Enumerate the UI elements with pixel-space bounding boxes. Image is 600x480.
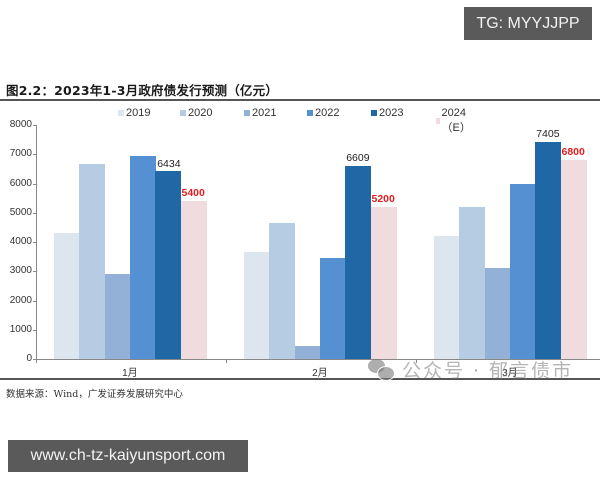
bar-1月-2021: [104, 274, 131, 359]
legend-label: 2020: [188, 107, 213, 119]
legend-swatch-icon: [307, 110, 313, 116]
legend-swatch-icon: [436, 118, 440, 124]
bar-1月-2024E: [180, 201, 207, 359]
y-tick-mark: [33, 125, 37, 126]
y-tick-label: 1000: [9, 323, 32, 335]
y-tick-label: 6000: [9, 177, 32, 189]
legend-item-2023: 2023: [371, 107, 403, 119]
legend-label: 2022: [315, 107, 340, 119]
legend-item-2020: 2020: [180, 107, 212, 119]
y-tick-label: 3000: [9, 265, 32, 277]
bar-2月-2022: [319, 258, 346, 359]
x-tick-mark: [226, 359, 227, 363]
y-tick-mark: [33, 300, 37, 302]
watermark-text: 公众号 · 郁言债市: [402, 360, 574, 382]
y-tick-mark: [33, 212, 37, 214]
bar-3月-2023: [535, 142, 562, 359]
y-tick-label: 8000: [9, 119, 32, 130]
wechat-icon: [368, 358, 395, 381]
data-label: 7405: [536, 128, 560, 141]
y-tick-mark: [33, 271, 37, 273]
bar-1月-2020: [79, 164, 106, 359]
wechat-watermark: 公众号 · 郁言债市: [368, 356, 573, 383]
legend-label: 2024（E）: [441, 107, 471, 134]
y-tick-mark: [33, 154, 37, 156]
legend-item-2024E: 2024（E）: [436, 107, 473, 135]
figure-title: 图2.2：2023年1-3月政府债发行预测（亿元）: [6, 83, 279, 98]
title-divider: [0, 99, 600, 101]
legend-swatch-icon: [371, 110, 377, 116]
y-tick-label: 0: [26, 353, 32, 364]
bar-1月-2022: [129, 155, 156, 359]
bar-2月-2023: [345, 165, 372, 359]
data-source-note: 数据来源：Wind，广发证券发展研究中心: [6, 389, 183, 400]
data-label: 5200: [371, 192, 395, 205]
x-category-label: 1月: [122, 368, 138, 379]
bar-3月-2021: [484, 268, 511, 359]
y-tick-mark: [33, 183, 37, 185]
bar-2月-2019: [244, 252, 270, 359]
bar-1月-2019: [54, 233, 80, 359]
bar-3月-2022: [509, 183, 536, 359]
bar-3月-2020: [459, 206, 486, 359]
legend-item-2019: 2019: [118, 107, 150, 119]
x-tick-mark: [416, 359, 417, 363]
y-tick-label: 7000: [9, 148, 32, 160]
y-tick-label: 2000: [9, 294, 32, 306]
bar-chart: 0 1000 2000 3000 4000 5000 6000 7000 8000 6434 540…: [9, 119, 600, 379]
bottom-divider: [0, 378, 600, 380]
x-axis: [36, 359, 600, 360]
y-tick-label: 5000: [9, 206, 32, 218]
x-category-label: 3月: [502, 368, 518, 379]
y-tick-mark: [33, 329, 37, 331]
bar-3月-2019: [434, 236, 460, 359]
bar-1月-2023: [155, 170, 182, 359]
bar-2月-2021: [294, 345, 321, 359]
x-tick-mark: [36, 359, 37, 363]
legend-swatch-icon: [244, 110, 250, 116]
url-watermark-badge: www.ch-tz-kaiyunsport.com: [8, 440, 248, 472]
legend-item-2022: 2022: [307, 107, 339, 119]
legend-item-2021: 2021: [244, 107, 276, 119]
bar-3月-2024E: [560, 160, 587, 359]
data-label: 5400: [181, 187, 205, 200]
bar-2月-2020: [269, 222, 296, 359]
data-label: 6800: [561, 146, 585, 159]
legend-label: 2019: [126, 107, 151, 119]
y-tick-label: 4000: [9, 236, 32, 247]
legend-swatch-icon: [118, 110, 124, 116]
y-tick-mark: [33, 242, 37, 243]
legend-label: 2021: [252, 107, 277, 119]
legend-label: 2023: [379, 107, 404, 119]
tg-watermark-badge: TG: MYYJJPP: [464, 7, 592, 40]
legend-swatch-icon: [180, 110, 186, 116]
x-category-label: 2月: [312, 368, 328, 379]
data-label: 6434: [157, 157, 181, 170]
y-tick-mark: [33, 359, 37, 360]
data-label: 6609: [346, 151, 370, 164]
bar-2月-2024E: [370, 206, 397, 359]
